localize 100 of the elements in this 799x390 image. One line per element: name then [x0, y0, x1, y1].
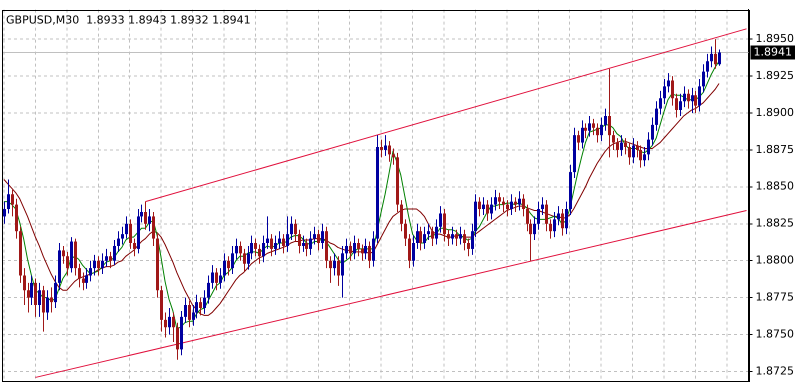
candlestick [54, 275, 57, 309]
candlestick [600, 116, 603, 142]
candlestick [42, 285, 45, 332]
candlestick [357, 238, 360, 257]
candlestick [345, 238, 348, 260]
candlestick [561, 208, 564, 236]
y-tick-label: 1.8875 [756, 142, 794, 156]
candlestick [616, 138, 619, 158]
candlestick [121, 226, 124, 245]
candlestick [254, 238, 257, 257]
candlestick [447, 229, 450, 246]
candlestick [435, 218, 438, 245]
candlestick [282, 234, 285, 254]
candlestick [184, 297, 187, 324]
candlestick [659, 90, 662, 115]
chart-title: GBPUSD,M30 1.8933 1.8943 1.8932 1.8941 [6, 13, 251, 26]
candlestick [125, 216, 128, 240]
y-tick-label: 1.8825 [756, 216, 794, 230]
candlestick [549, 218, 552, 240]
candlestick [341, 245, 344, 298]
candlestick [168, 308, 171, 336]
candlestick [109, 251, 112, 269]
candlestick [498, 192, 501, 210]
candlestick [514, 196, 517, 212]
candlestick [431, 226, 434, 246]
candlestick [266, 216, 269, 250]
candlestick [486, 200, 489, 222]
candlestick [368, 241, 371, 269]
candlestick [675, 93, 678, 118]
candlestick [101, 252, 104, 275]
candlestick [227, 256, 230, 276]
y-tick-label: 1.8900 [756, 106, 794, 119]
candlestick [85, 268, 88, 290]
candlestick [592, 118, 595, 136]
candlestick [290, 216, 293, 241]
candlestick [286, 216, 289, 252]
candlestick [7, 178, 10, 214]
candlestick [62, 245, 65, 264]
ref-line-label: 1.8941 [754, 45, 792, 58]
candlestick [50, 286, 53, 313]
candlestick [188, 300, 191, 328]
candlestick [66, 251, 69, 276]
y-tick-label: 1.8775 [756, 290, 794, 304]
candlestick [203, 290, 206, 314]
candlestick [152, 211, 155, 246]
candlestick [494, 189, 497, 212]
candlestick [541, 196, 544, 216]
candlestick [321, 223, 324, 250]
candlestick [694, 90, 697, 114]
candlestick [451, 226, 454, 245]
candlestick [270, 234, 273, 257]
candlestick [262, 235, 265, 263]
candlestick [455, 229, 458, 246]
candlestick [506, 200, 509, 217]
candlestick [388, 140, 391, 162]
candlestick [490, 196, 493, 220]
candlestick [164, 312, 167, 338]
candlestick [239, 241, 242, 262]
candlestick [364, 238, 367, 260]
candlestick [439, 206, 442, 234]
candlestick [412, 235, 415, 268]
candlestick [78, 263, 81, 288]
candlestick [518, 190, 521, 212]
candlestick [219, 268, 222, 290]
candlestick [380, 139, 383, 158]
candlestick [522, 194, 525, 217]
candlestick [384, 134, 387, 156]
candlestick [23, 268, 26, 306]
candlestick [129, 218, 132, 250]
candlestick [148, 208, 151, 232]
candlestick [463, 229, 466, 251]
candlestick [349, 241, 352, 262]
candlestick [215, 268, 218, 291]
candlestick [46, 290, 49, 320]
candlestick [667, 72, 670, 93]
candlestick [329, 256, 332, 284]
candlestick [298, 229, 301, 254]
candlestick [400, 200, 403, 232]
candlestick [97, 256, 100, 276]
candlestick [105, 248, 108, 268]
candlestick [309, 230, 312, 256]
candlestick [11, 189, 14, 217]
candlestick [404, 218, 407, 246]
candlestick [537, 201, 540, 230]
candlestick [718, 48, 721, 66]
candlestick [313, 226, 316, 245]
candlestick [207, 275, 210, 304]
candlestick [27, 282, 30, 313]
candlestick [687, 88, 690, 110]
candlestick [698, 78, 701, 112]
candlestick [89, 260, 92, 282]
candlestick [305, 238, 308, 257]
candlestick [577, 130, 580, 150]
candlestick [643, 146, 646, 167]
candlestick [628, 142, 631, 166]
candlestick [588, 115, 591, 138]
candlestick [223, 252, 226, 282]
candlestick [467, 238, 470, 257]
candlestick [459, 226, 462, 245]
y-tick-label: 1.8925 [756, 68, 794, 82]
